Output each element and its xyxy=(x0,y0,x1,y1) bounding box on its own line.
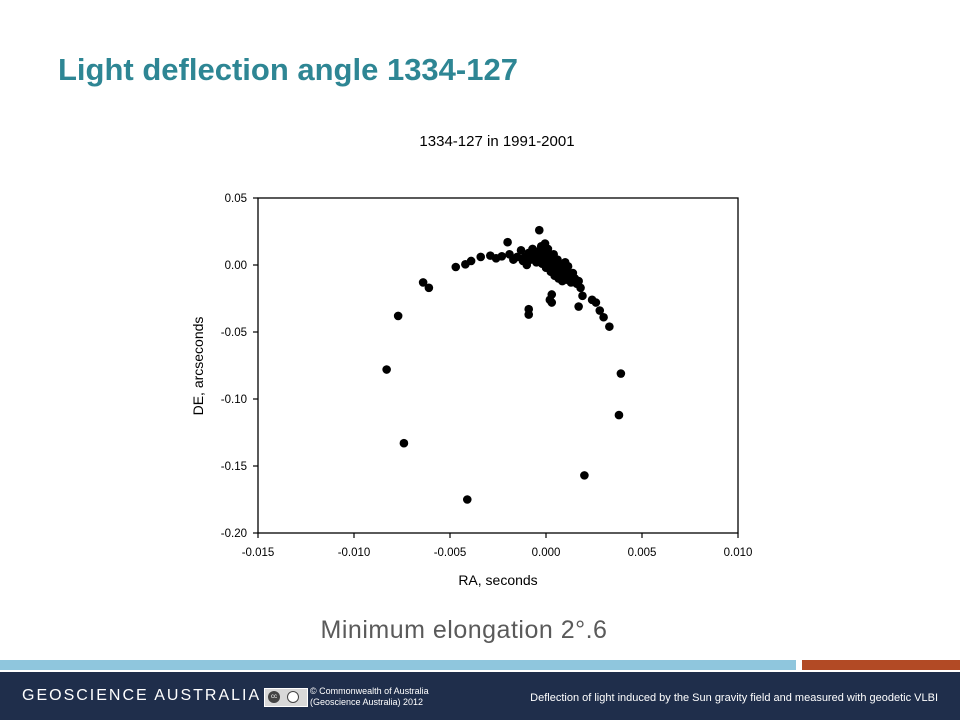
y-axis: 0.05 0.00 -0.05 -0.10 -0.15 -0.20 xyxy=(221,193,258,540)
data-point xyxy=(545,295,555,305)
footer-brand: GEOSCIENCE AUSTRALIA xyxy=(22,687,262,704)
scatter-chart: 1334-127 in 1991-2001 -0.015 -0.010 -0.005… xyxy=(190,133,753,588)
y-tick-label: 0.05 xyxy=(225,193,247,205)
data-point xyxy=(476,252,486,262)
x-tick-label: 0.000 xyxy=(532,547,561,559)
data-point xyxy=(595,306,605,315)
data-point xyxy=(605,322,614,331)
y-axis-label: DE, arcseconds xyxy=(190,317,206,416)
copyright-line-2: (Geoscience Australia) 2012 xyxy=(310,697,424,707)
data-point xyxy=(599,312,608,322)
slide-subtitle: Minimum elongation 2°.6 xyxy=(320,616,608,644)
attribution-icon xyxy=(287,691,299,703)
data-points xyxy=(382,225,626,504)
copyright-line-1: © Commonwealth of Australia xyxy=(310,686,429,696)
footer-bar xyxy=(0,672,960,720)
x-tick-label: -0.005 xyxy=(434,547,467,559)
accent-bar-blue xyxy=(0,660,796,670)
y-tick-label: -0.05 xyxy=(221,327,247,339)
chart-title: 1334-127 in 1991-2001 xyxy=(419,133,574,150)
data-point xyxy=(516,245,526,255)
data-point xyxy=(524,310,534,319)
x-tick-label: 0.005 xyxy=(628,547,657,559)
accent-divider xyxy=(0,660,960,672)
data-point xyxy=(563,262,573,271)
x-axis: -0.015 -0.010 -0.005 0.000 0.005 0.010 xyxy=(242,533,753,559)
data-point xyxy=(574,276,583,286)
data-point xyxy=(418,278,428,287)
data-point xyxy=(424,283,434,293)
slide-title: Light deflection angle 1334-127 xyxy=(58,52,518,87)
data-point xyxy=(543,244,553,254)
accent-bar-rust xyxy=(802,660,960,670)
plot-frame xyxy=(257,197,739,534)
data-point xyxy=(616,369,626,378)
data-point xyxy=(503,237,512,247)
data-point xyxy=(578,291,587,301)
data-point xyxy=(462,495,472,504)
data-point xyxy=(534,225,544,235)
y-tick-label: 0.00 xyxy=(225,260,247,272)
data-point xyxy=(591,298,601,307)
data-point xyxy=(580,471,589,480)
x-tick-label: -0.010 xyxy=(338,547,371,559)
data-point xyxy=(497,251,507,261)
data-point xyxy=(614,410,624,420)
x-axis-label: RA, seconds xyxy=(458,572,537,588)
y-tick-label: -0.10 xyxy=(221,394,247,406)
data-point xyxy=(574,302,583,311)
creative-commons-by-icon: cc xyxy=(264,688,308,707)
data-point xyxy=(393,311,403,321)
data-point xyxy=(382,365,391,374)
x-tick-label: -0.015 xyxy=(242,547,275,559)
y-tick-label: -0.20 xyxy=(221,528,247,540)
y-tick-label: -0.15 xyxy=(221,461,247,473)
data-point xyxy=(451,262,461,272)
cc-icon: cc xyxy=(268,691,280,703)
data-point xyxy=(399,438,409,448)
footer-caption: Deflection of light induced by the Sun g… xyxy=(530,692,938,704)
data-point xyxy=(466,256,476,266)
footer-copyright: © Commonwealth of Australia (Geoscience … xyxy=(310,686,429,708)
x-tick-label: 0.010 xyxy=(724,547,753,559)
data-point xyxy=(576,283,585,293)
